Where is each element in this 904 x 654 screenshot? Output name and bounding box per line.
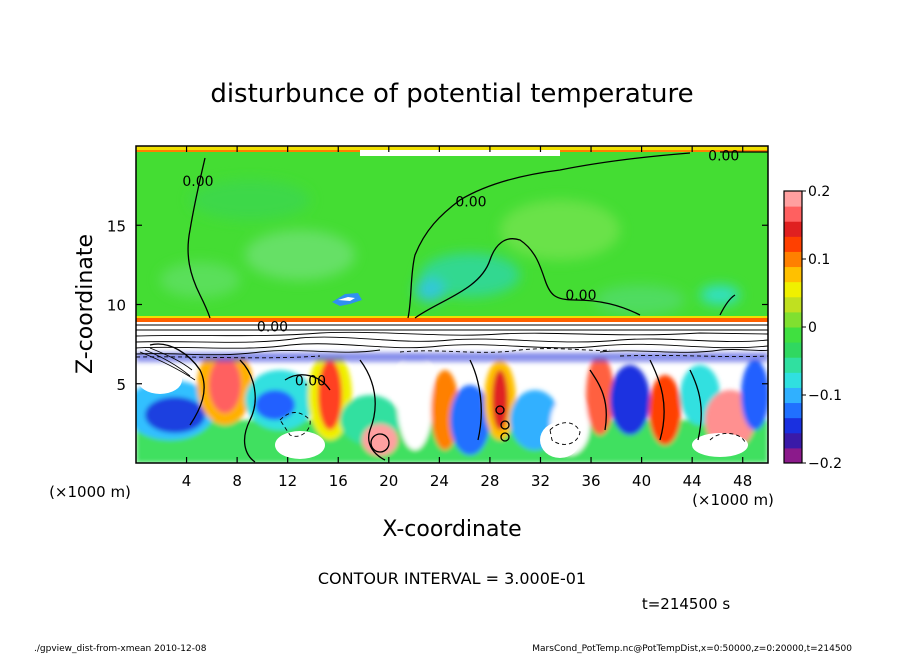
colorbar-swatch-2 [784, 417, 802, 434]
contour-loop-2 [495, 405, 505, 415]
contour-interval: CONTOUR INTERVAL = 3.000E-01 [318, 569, 586, 588]
contour-zero-mid [414, 238, 641, 319]
plot-area [136, 146, 768, 463]
x-tick-label-8: 36 [581, 472, 600, 490]
x-unit-label: (×1000 m) [692, 491, 774, 509]
colorbar-swatch-6 [784, 357, 802, 373]
y-tick-label-2: 15 [107, 217, 126, 235]
footer-left: ./gpview_dist-from-xmean 2010-12-08 [34, 644, 207, 654]
x-tick-label-10: 44 [683, 472, 702, 490]
colorbar-swatch-4 [784, 387, 802, 404]
contour-label-2: 0.00 [708, 149, 739, 165]
x-tick-label-2: 12 [278, 472, 297, 490]
y-unit-label: (×1000 m) [49, 483, 131, 501]
colorbar-label-3: −0.1 [808, 388, 842, 404]
colorbar-swatch-10 [784, 296, 802, 313]
x-tick-label-7: 32 [531, 472, 550, 490]
contour-loop-3 [500, 420, 510, 430]
colorbar-swatch-16 [784, 206, 802, 222]
x-tick-label-0: 4 [182, 472, 192, 490]
x-tick-label-6: 28 [480, 472, 499, 490]
chart-title: disturbunce of potential temperature [210, 79, 693, 109]
contour-lower-3 [284, 374, 331, 391]
colorbar-swatch-1 [784, 432, 802, 449]
x-tick-label-1: 8 [232, 472, 242, 490]
colorbar-swatch-9 [784, 311, 802, 328]
contour-label-0: 0.00 [182, 174, 213, 190]
colorbar-label-1: 0.1 [808, 252, 830, 268]
colorbar-swatch-0 [784, 447, 802, 464]
time-label: t=214500 s [642, 595, 730, 613]
contour-loop-4 [500, 432, 510, 442]
x-tick-label-11: 48 [733, 472, 752, 490]
y-tick-label-0: 5 [116, 376, 126, 394]
interface-band [136, 318, 768, 322]
contour-labels: 0.00 0.00 0.00 0.00 0.00 0.00 [182, 149, 739, 390]
footer-right: MarsCond_PotTemp.nc@PotTempDist,x=0:5000… [532, 644, 852, 654]
x-tick-label-9: 40 [632, 472, 651, 490]
contour-loop-1 [370, 433, 390, 453]
contour-lines [149, 151, 768, 463]
colorbar: 0.2 0.1 0 −0.1 −0.2 [783, 184, 842, 472]
colorbar-swatch-17 [784, 191, 802, 207]
colorbar-swatch-11 [784, 281, 802, 298]
contour-zero-center [407, 152, 691, 319]
x-tick-label-5: 24 [430, 472, 449, 490]
contour-lower-8 [689, 369, 702, 441]
lower-layer-field [136, 340, 768, 463]
colorbar-swatch-5 [784, 372, 802, 388]
contour-label-3: 0.00 [565, 288, 596, 304]
y-axis: 5 10 15 [107, 217, 768, 394]
colorbar-swatch-3 [784, 402, 802, 419]
contour-lower-5 [469, 359, 482, 441]
contour-zero-left [187, 157, 211, 319]
contour-lower-6 [589, 369, 607, 431]
contour-label-4: 0.00 [257, 320, 288, 336]
colorbar-swatch-12 [784, 266, 802, 283]
colorbar-label-0: 0.2 [808, 184, 830, 200]
y-axis-title: Z-coordinate [73, 234, 98, 374]
colorbar-swatch-8 [784, 327, 802, 343]
contour-lower-7 [649, 359, 665, 441]
x-tick-label-4: 20 [379, 472, 398, 490]
contour-label-5: 0.00 [295, 374, 326, 390]
x-axis: 4 8 12 16 20 24 28 32 36 40 44 48 [182, 146, 752, 490]
colorbar-swatch-15 [784, 221, 802, 237]
contour-lower-4 [359, 359, 386, 461]
top-boundary [136, 146, 768, 150]
inversion-contours [136, 324, 768, 445]
y-tick-label-1: 10 [107, 297, 126, 315]
contour-lower-2 [239, 359, 256, 463]
x-tick-label-3: 16 [329, 472, 348, 490]
contour-lower-1 [149, 343, 205, 426]
contour-label-1: 0.00 [455, 194, 486, 210]
contour-zero-right [719, 294, 736, 316]
colorbar-label-2: 0 [808, 320, 817, 336]
colorbar-swatch-7 [784, 342, 802, 358]
colorbar-swatch-14 [784, 236, 802, 252]
x-axis-title: X-coordinate [382, 517, 521, 542]
colorbar-swatch-13 [784, 251, 802, 268]
colorbar-label-4: −0.2 [808, 456, 842, 472]
